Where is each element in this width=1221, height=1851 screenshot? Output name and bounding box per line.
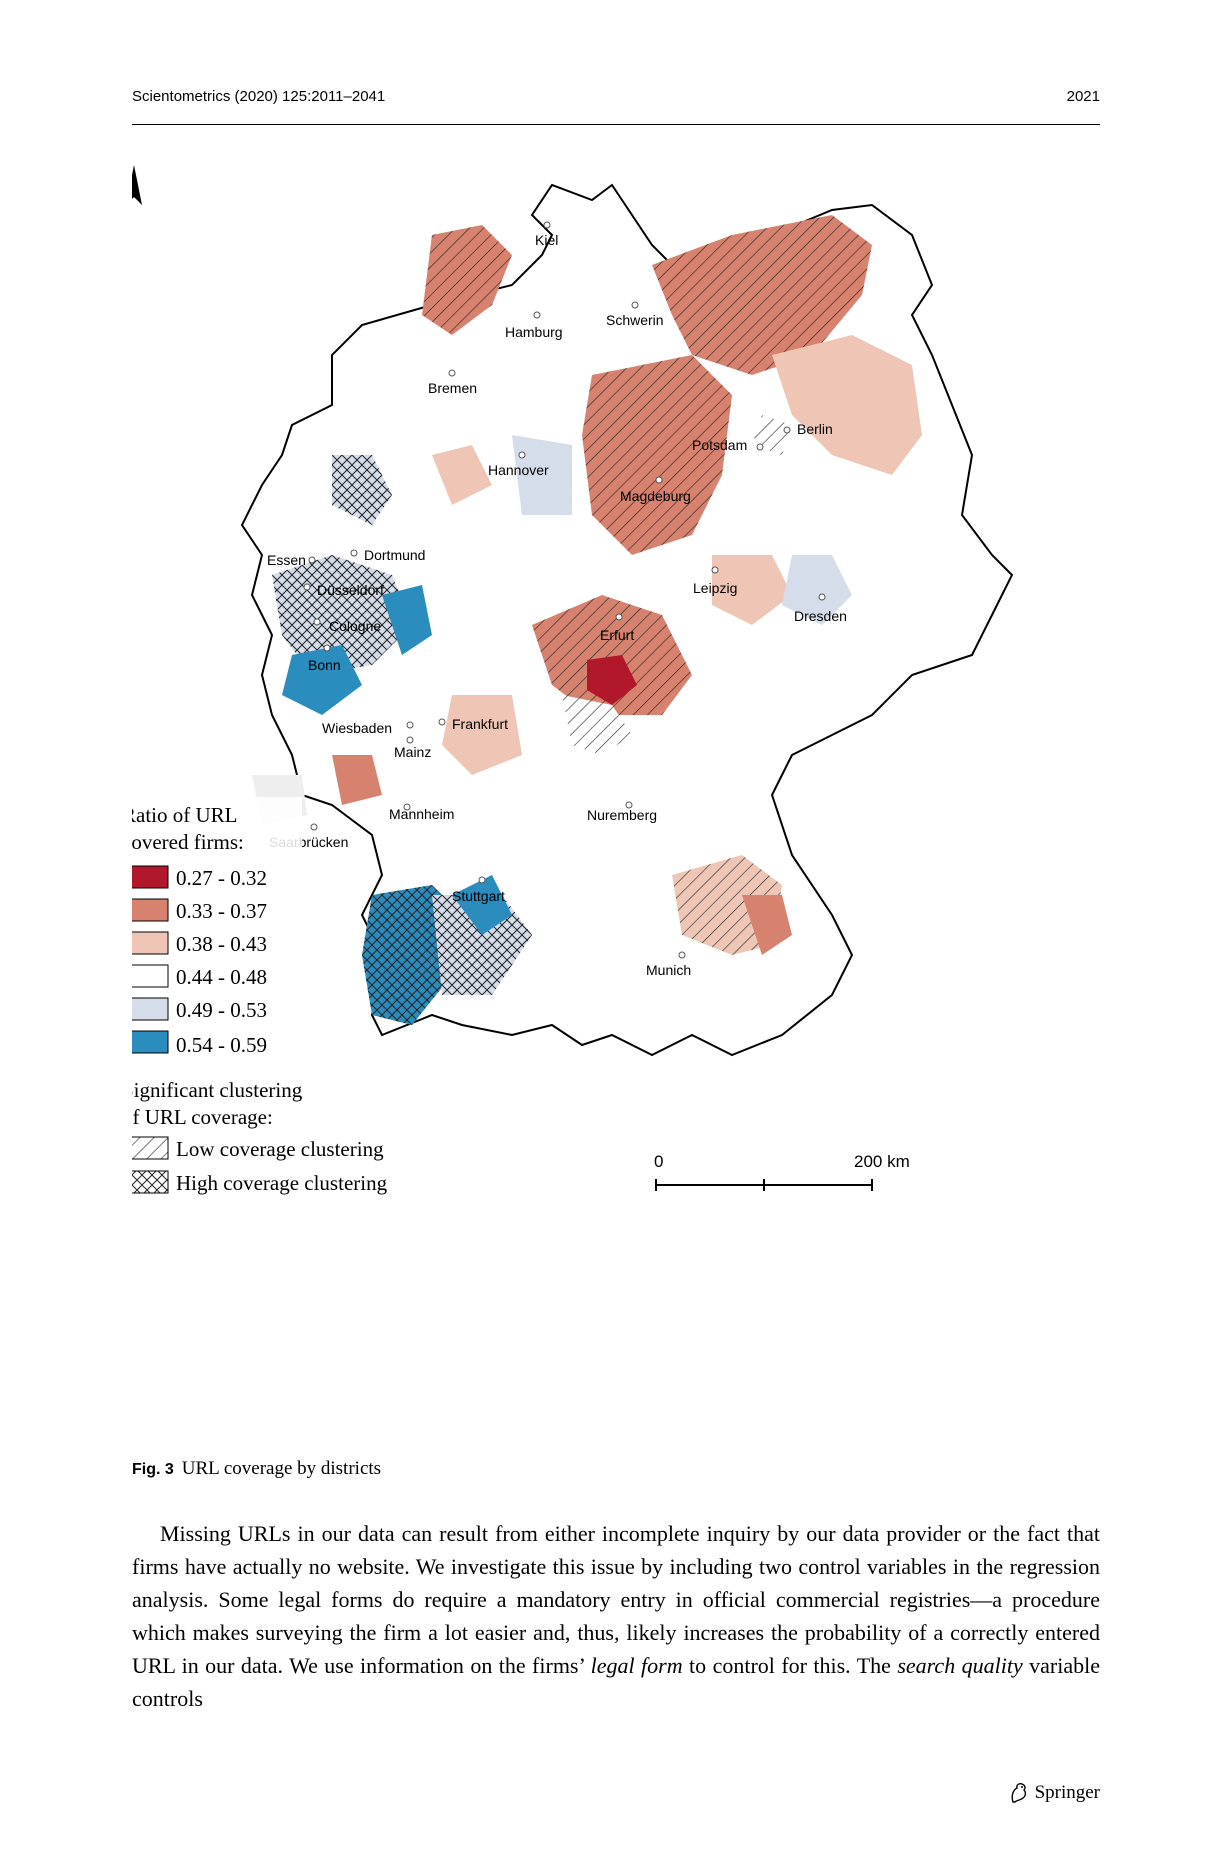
legend-title-line2: covered firms: <box>132 830 244 854</box>
svg-text:Nuremberg: Nuremberg <box>587 807 657 823</box>
city-cologne: Cologne <box>313 618 381 634</box>
city-dresden: Dresden <box>794 593 847 624</box>
north-arrow-icon: N <box>132 165 142 205</box>
svg-text:Mainz: Mainz <box>394 744 431 760</box>
city-labels: Kiel Hamburg Schwerin Bremen Berlin Pots… <box>267 221 847 978</box>
svg-text:Magdeburg: Magdeburg <box>620 488 691 504</box>
svg-text:Berlin: Berlin <box>797 421 833 437</box>
legend-title-line1: Ratio of URL <box>132 803 238 827</box>
svg-text:Wiesbaden: Wiesbaden <box>322 720 392 736</box>
city-bonn: Bonn <box>308 644 341 673</box>
city-magdeburg: Magdeburg <box>620 476 691 504</box>
cluster-title-line2: of URL coverage: <box>132 1105 273 1129</box>
scale-bar: 0 200 km <box>654 1152 910 1191</box>
figure-number: Fig. 3 <box>132 1461 174 1478</box>
city-mannheim: Mannheim <box>389 803 454 822</box>
svg-text:0.38 - 0.43: 0.38 - 0.43 <box>176 932 267 956</box>
legend-class-3: 0.38 - 0.43 <box>132 931 267 956</box>
svg-text:Kiel: Kiel <box>535 232 558 248</box>
publisher-footer: Springer <box>1009 1782 1100 1804</box>
search-quality-term: search quality <box>897 1653 1023 1678</box>
city-hannover: Hannover <box>488 451 549 478</box>
paragraph-text: Missing URLs in our data can result from… <box>132 1521 1100 1678</box>
svg-text:Hamburg: Hamburg <box>505 324 563 340</box>
svg-text:0.44 - 0.48: 0.44 - 0.48 <box>176 965 267 989</box>
district-patches <box>252 215 922 1025</box>
publisher-name: Springer <box>1034 1782 1100 1803</box>
svg-text:0.27 - 0.32: 0.27 - 0.32 <box>176 866 267 890</box>
svg-text:Mannheim: Mannheim <box>389 806 454 822</box>
city-munich: Munich <box>646 951 691 978</box>
city-hamburg: Hamburg <box>505 311 563 340</box>
legend-class-1: 0.27 - 0.32 <box>132 865 267 890</box>
svg-text:Schwerin: Schwerin <box>606 312 664 328</box>
svg-text:Dortmund: Dortmund <box>364 547 425 563</box>
running-header: Scientometrics (2020) 125:2011–2041 2021 <box>132 88 1100 118</box>
svg-text:Dresden: Dresden <box>794 608 847 624</box>
city-leipzig: Leipzig <box>693 566 737 596</box>
svg-text:Bremen: Bremen <box>428 380 477 396</box>
figure-caption-text: URL coverage by districts <box>181 1458 382 1479</box>
svg-text:Low coverage clustering: Low coverage clustering <box>176 1137 384 1161</box>
city-essen: Essen <box>267 552 316 568</box>
legal-form-term: legal form <box>590 1653 683 1678</box>
legend-class-4: 0.44 - 0.48 <box>132 964 267 989</box>
svg-text:0.54 - 0.59: 0.54 - 0.59 <box>176 1033 267 1057</box>
germany-district-map: N <box>132 165 1014 1195</box>
svg-text:Essen: Essen <box>267 552 306 568</box>
city-nuremberg: Nuremberg <box>587 801 657 823</box>
cluster-title-line1: Significant clustering <box>132 1078 303 1102</box>
city-kiel: Kiel <box>535 221 558 248</box>
city-wiesbaden: Wiesbaden <box>322 720 414 736</box>
paragraph-tail: variable controls <box>132 1653 1101 1711</box>
legend-low-clustering: Low coverage clustering <box>132 1136 384 1161</box>
city-frankfurt: Frankfurt <box>438 716 508 732</box>
svg-text:Cologne: Cologne <box>329 618 381 634</box>
springer-horse-icon <box>1011 1783 1026 1803</box>
legend-class-2: 0.33 - 0.37 <box>132 898 267 923</box>
svg-text:Stuttgart: Stuttgart <box>452 888 505 904</box>
legend-class-6: 0.54 - 0.59 <box>132 1030 267 1057</box>
city-berlin: Berlin <box>783 421 833 437</box>
header-rule <box>132 124 1100 125</box>
legend-class-5: 0.49 - 0.53 <box>132 997 267 1022</box>
scale-start-label: 0 <box>654 1152 663 1171</box>
city-duesseldorf: Düsseldorf <box>303 582 384 598</box>
svg-text:Leipzig: Leipzig <box>693 580 737 596</box>
svg-text:Hannover: Hannover <box>488 462 549 478</box>
paragraph-mid: to control for this. The <box>682 1653 898 1678</box>
svg-text:0.33 - 0.37: 0.33 - 0.37 <box>176 899 267 923</box>
city-stuttgart: Stuttgart <box>452 876 505 904</box>
page-number: 2021 <box>1066 88 1100 105</box>
svg-text:Munich: Munich <box>646 962 691 978</box>
svg-text:Frankfurt: Frankfurt <box>452 716 508 732</box>
journal-citation: Scientometrics (2020) 125:2011–2041 <box>132 88 386 105</box>
city-bremen: Bremen <box>428 369 477 396</box>
figure-caption: Fig. 3 URL coverage by districts <box>132 1458 381 1480</box>
city-dortmund: Dortmund <box>350 547 425 563</box>
body-paragraph: Missing URLs in our data can result from… <box>132 1517 1100 1715</box>
svg-text:Düsseldorf: Düsseldorf <box>317 582 384 598</box>
legend-high-clustering: High coverage clustering <box>132 1170 388 1195</box>
city-erfurt: Erfurt <box>600 613 634 643</box>
city-schwerin: Schwerin <box>606 301 664 328</box>
city-potsdam: Potsdam <box>692 437 764 453</box>
scale-end-label: 200 km <box>854 1152 910 1171</box>
svg-text:Potsdam: Potsdam <box>692 437 747 453</box>
city-mainz: Mainz <box>394 736 431 760</box>
svg-text:0.49 - 0.53: 0.49 - 0.53 <box>176 998 267 1022</box>
svg-text:High coverage clustering: High coverage clustering <box>176 1171 388 1195</box>
svg-text:Erfurt: Erfurt <box>600 627 634 643</box>
map-legend: Ratio of URL covered firms: 0.27 - 0.32 … <box>132 797 388 1195</box>
svg-text:Bonn: Bonn <box>308 657 341 673</box>
